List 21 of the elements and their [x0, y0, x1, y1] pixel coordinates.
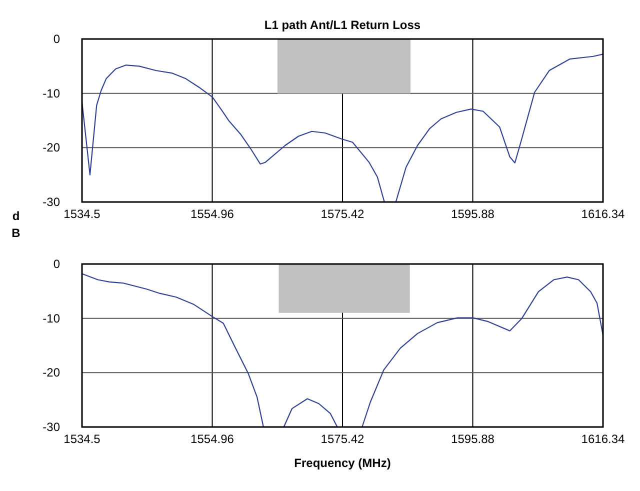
x-tick-label: 1554.96	[190, 207, 234, 221]
y-axis-title: dB	[12, 209, 21, 240]
x-tick-label: 1595.88	[451, 432, 495, 446]
y-tick-label: -20	[42, 140, 60, 155]
chart-title: L1 path Ant/L1 Return Loss	[264, 18, 421, 32]
x-tick-label: 1616.34	[581, 432, 626, 446]
y-tick-label: -30	[42, 420, 60, 434]
x-tick-label: 1575.42	[320, 432, 365, 446]
y-tick-label: 0	[53, 257, 60, 271]
y-tick-label: -20	[42, 366, 60, 380]
x-tick-label: 1554.96	[190, 432, 234, 446]
y-tick-label: 0	[53, 32, 60, 46]
y-tick-label: -30	[42, 195, 60, 209]
x-tick-label: 1616.34	[581, 207, 626, 221]
x-tick-label: 1595.88	[451, 207, 495, 221]
x-axis-title: Frequency (MHz)	[294, 456, 391, 470]
x-tick-label: 1534.5	[64, 432, 101, 446]
x-tick-label: 1575.42	[320, 207, 365, 221]
y-tick-label: -10	[42, 311, 60, 326]
y-tick-label: -10	[42, 86, 60, 100]
x-tick-label: 1534.5	[64, 207, 101, 221]
